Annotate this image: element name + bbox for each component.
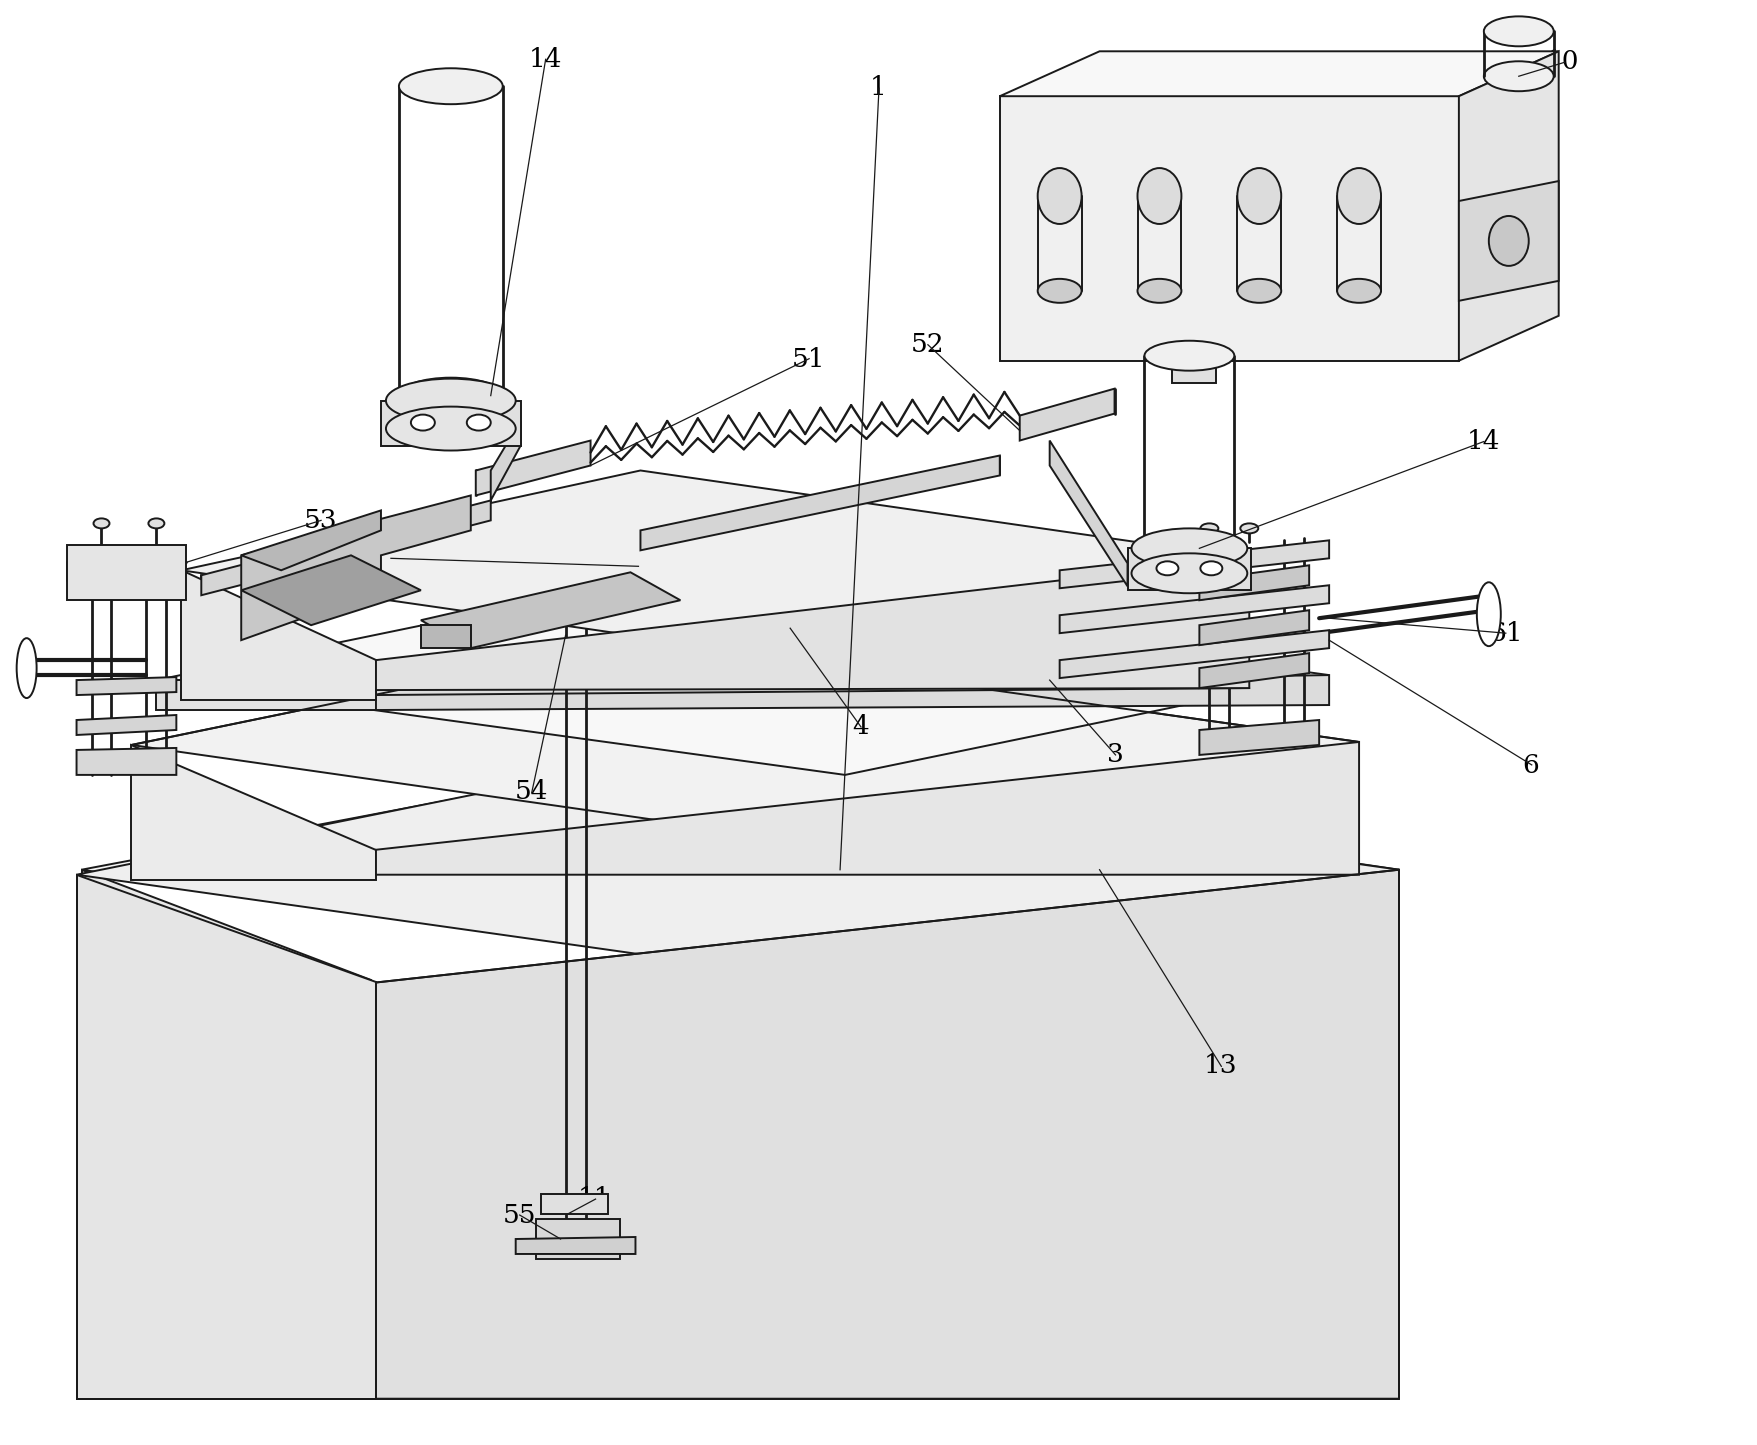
Polygon shape <box>641 455 1000 551</box>
Polygon shape <box>1128 548 1251 590</box>
Text: 1: 1 <box>870 75 887 100</box>
Polygon shape <box>1200 565 1309 600</box>
Text: 10: 10 <box>1546 49 1580 75</box>
Ellipse shape <box>1337 168 1381 224</box>
Polygon shape <box>1172 361 1216 383</box>
Polygon shape <box>536 1220 620 1259</box>
Polygon shape <box>156 581 1328 775</box>
Ellipse shape <box>1240 523 1258 533</box>
Polygon shape <box>67 545 186 600</box>
Text: 56: 56 <box>622 555 655 579</box>
Polygon shape <box>132 746 376 880</box>
Ellipse shape <box>1200 523 1218 533</box>
Polygon shape <box>381 400 520 445</box>
Polygon shape <box>181 571 376 699</box>
Ellipse shape <box>1137 168 1181 224</box>
Polygon shape <box>376 675 1328 709</box>
Polygon shape <box>81 870 371 1389</box>
Text: 14: 14 <box>529 46 562 72</box>
Ellipse shape <box>1200 561 1223 575</box>
Polygon shape <box>77 762 1399 983</box>
Ellipse shape <box>1144 341 1235 371</box>
Polygon shape <box>422 626 471 649</box>
Polygon shape <box>77 678 176 695</box>
Text: 53: 53 <box>304 509 337 533</box>
Text: 52: 52 <box>910 332 945 357</box>
Polygon shape <box>1458 181 1558 301</box>
Polygon shape <box>1000 51 1558 97</box>
Ellipse shape <box>467 415 490 431</box>
Polygon shape <box>241 555 422 626</box>
Text: 14: 14 <box>1467 429 1500 454</box>
Polygon shape <box>241 496 471 640</box>
Polygon shape <box>376 558 1249 691</box>
Ellipse shape <box>148 519 165 529</box>
Text: 61: 61 <box>1490 620 1523 646</box>
Text: 13: 13 <box>1204 1053 1237 1078</box>
Ellipse shape <box>1137 279 1181 303</box>
Polygon shape <box>181 471 1249 657</box>
Ellipse shape <box>1337 279 1381 303</box>
Polygon shape <box>1458 51 1558 361</box>
Ellipse shape <box>93 519 109 529</box>
Ellipse shape <box>387 406 517 451</box>
Ellipse shape <box>1485 61 1553 91</box>
Ellipse shape <box>399 68 503 104</box>
Polygon shape <box>1049 441 1128 587</box>
Polygon shape <box>241 510 381 571</box>
Text: 6: 6 <box>1523 753 1539 779</box>
Ellipse shape <box>1237 279 1281 303</box>
Ellipse shape <box>1485 16 1553 46</box>
Ellipse shape <box>1488 215 1529 266</box>
Text: 4: 4 <box>852 714 870 740</box>
Ellipse shape <box>1038 168 1082 224</box>
Text: 11: 11 <box>578 1186 611 1211</box>
Polygon shape <box>1200 653 1309 688</box>
Polygon shape <box>202 500 490 595</box>
Polygon shape <box>517 1237 636 1254</box>
Polygon shape <box>1059 540 1328 588</box>
Ellipse shape <box>1132 553 1247 594</box>
Ellipse shape <box>1156 561 1179 575</box>
Polygon shape <box>77 874 376 1399</box>
Ellipse shape <box>411 415 434 431</box>
Polygon shape <box>1200 610 1309 644</box>
Polygon shape <box>1019 389 1114 441</box>
Polygon shape <box>1000 97 1458 361</box>
Polygon shape <box>77 715 176 736</box>
Ellipse shape <box>399 377 503 413</box>
Polygon shape <box>376 741 1360 874</box>
Polygon shape <box>1200 720 1320 754</box>
Text: 3: 3 <box>1107 741 1124 767</box>
Text: 51: 51 <box>792 347 826 371</box>
Polygon shape <box>77 749 176 775</box>
Polygon shape <box>81 760 1399 980</box>
Polygon shape <box>422 572 680 649</box>
Ellipse shape <box>1237 168 1281 224</box>
Ellipse shape <box>1478 582 1500 646</box>
Polygon shape <box>490 420 520 500</box>
Ellipse shape <box>1132 529 1247 568</box>
Ellipse shape <box>16 639 37 698</box>
Text: 54: 54 <box>515 779 548 805</box>
Polygon shape <box>1059 585 1328 633</box>
Text: 55: 55 <box>503 1204 536 1228</box>
Polygon shape <box>132 640 1360 848</box>
Polygon shape <box>1059 630 1328 678</box>
Polygon shape <box>541 1194 608 1214</box>
Ellipse shape <box>1038 279 1082 303</box>
Polygon shape <box>376 870 1399 1399</box>
Polygon shape <box>156 681 376 709</box>
Ellipse shape <box>387 379 517 422</box>
Polygon shape <box>476 441 590 496</box>
Ellipse shape <box>1144 530 1235 561</box>
